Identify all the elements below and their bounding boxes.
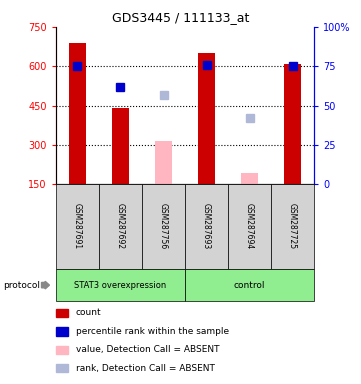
Bar [198,53,215,184]
Text: GSM287693: GSM287693 [202,204,211,250]
Text: STAT3 overexpression: STAT3 overexpression [74,281,167,290]
Text: count: count [76,308,101,318]
Text: GSM287756: GSM287756 [159,204,168,250]
Text: control: control [234,281,265,290]
Text: GSM287725: GSM287725 [288,204,297,250]
Bar [155,141,172,184]
Text: GDS3445 / 111133_at: GDS3445 / 111133_at [112,12,249,25]
Text: rank, Detection Call = ABSENT: rank, Detection Call = ABSENT [76,364,215,373]
Bar [284,64,301,184]
Bar [69,43,86,184]
Text: protocol: protocol [4,281,40,290]
Text: value, Detection Call = ABSENT: value, Detection Call = ABSENT [76,345,219,354]
Text: GSM287691: GSM287691 [73,204,82,250]
Bar [112,108,129,184]
Text: percentile rank within the sample: percentile rank within the sample [76,327,229,336]
Text: GSM287694: GSM287694 [245,204,254,250]
Text: GSM287692: GSM287692 [116,204,125,250]
Bar [241,172,258,184]
